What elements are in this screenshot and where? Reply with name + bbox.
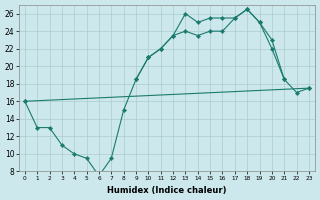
X-axis label: Humidex (Indice chaleur): Humidex (Indice chaleur) [107, 186, 227, 195]
